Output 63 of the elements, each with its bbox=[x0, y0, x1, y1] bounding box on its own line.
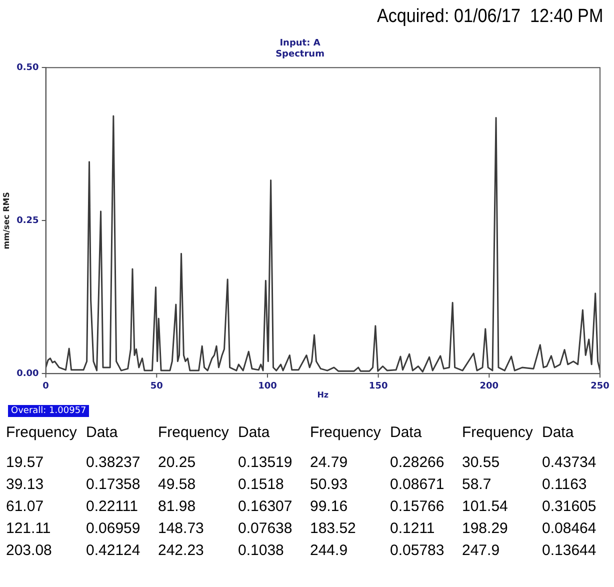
y-tick-label: 0.00 bbox=[16, 368, 39, 379]
text: 0.1163 bbox=[542, 475, 588, 495]
text: 0.28266 bbox=[390, 453, 446, 473]
chart-title: Input: A bbox=[280, 38, 320, 49]
text: 242.23 bbox=[158, 541, 205, 561]
x-axis-title: Hz bbox=[317, 390, 329, 400]
x-tick-label: 100 bbox=[258, 381, 277, 392]
x-tick-label: 250 bbox=[590, 381, 610, 392]
text: 99.16 bbox=[310, 497, 349, 517]
text: 0.22111 bbox=[86, 497, 139, 517]
text: Frequency bbox=[158, 423, 230, 443]
text: 0.16307 bbox=[238, 497, 294, 517]
text: 39.13 bbox=[6, 475, 45, 495]
text: 30.55 bbox=[462, 453, 501, 473]
text: 24.79 bbox=[310, 453, 349, 473]
text: 58.7 bbox=[462, 475, 492, 495]
text: 101.54 bbox=[462, 497, 509, 517]
text: 0.08671 bbox=[390, 475, 446, 495]
x-tick-label: 200 bbox=[480, 381, 499, 392]
x-tick-label: 150 bbox=[368, 381, 388, 392]
text: Data bbox=[86, 423, 119, 443]
y-tick-label: 0.25 bbox=[16, 216, 39, 226]
text: 0.05783 bbox=[390, 541, 446, 561]
x-tick-label: 50 bbox=[150, 381, 163, 392]
text: 49.58 bbox=[158, 475, 197, 495]
x-tick-label: 0 bbox=[42, 381, 49, 392]
text: 50.93 bbox=[310, 475, 349, 495]
text: 203.08 bbox=[6, 541, 53, 561]
text: Frequency bbox=[6, 423, 78, 443]
text: Acquired: 01/06/17 12:40 PM bbox=[376, 5, 604, 29]
y-tick-label: 0.50 bbox=[16, 62, 39, 73]
text: Frequency bbox=[310, 423, 382, 443]
text: 20.25 bbox=[158, 453, 197, 473]
text: 0.43734 bbox=[542, 453, 598, 473]
text: 198.29 bbox=[462, 519, 509, 539]
text: Overall: 1.00957 bbox=[8, 405, 90, 417]
text: 81.98 bbox=[158, 497, 197, 517]
text: Frequency bbox=[462, 423, 534, 443]
text: 0.1038 bbox=[238, 541, 285, 561]
text: 19.57 bbox=[6, 453, 45, 473]
chart-subtitle: Spectrum bbox=[276, 50, 324, 60]
text: 0.13644 bbox=[542, 541, 598, 561]
text: 0.38237 bbox=[86, 453, 142, 473]
text: 0.31605 bbox=[542, 497, 598, 517]
text: 0.07638 bbox=[238, 519, 294, 539]
text: 121.11 bbox=[6, 519, 52, 539]
text: 0.17358 bbox=[86, 475, 142, 495]
text: 0.13519 bbox=[238, 453, 294, 473]
text: 0.42124 bbox=[86, 541, 142, 561]
text: 247.9 bbox=[462, 541, 501, 561]
text: 0.08464 bbox=[542, 519, 598, 539]
text: 0.1211 bbox=[390, 519, 436, 539]
text: Data bbox=[238, 423, 271, 443]
text: 0.1518 bbox=[238, 475, 285, 495]
text: 183.52 bbox=[310, 519, 357, 539]
y-axis-title: mm/sec RMS bbox=[2, 192, 11, 250]
text: Data bbox=[542, 423, 575, 443]
text: Data bbox=[390, 423, 423, 443]
text: 244.9 bbox=[310, 541, 349, 561]
text: 0.15766 bbox=[390, 497, 446, 517]
text: 61.07 bbox=[6, 497, 45, 517]
text: 148.73 bbox=[158, 519, 205, 539]
text: 0.06959 bbox=[86, 519, 142, 539]
